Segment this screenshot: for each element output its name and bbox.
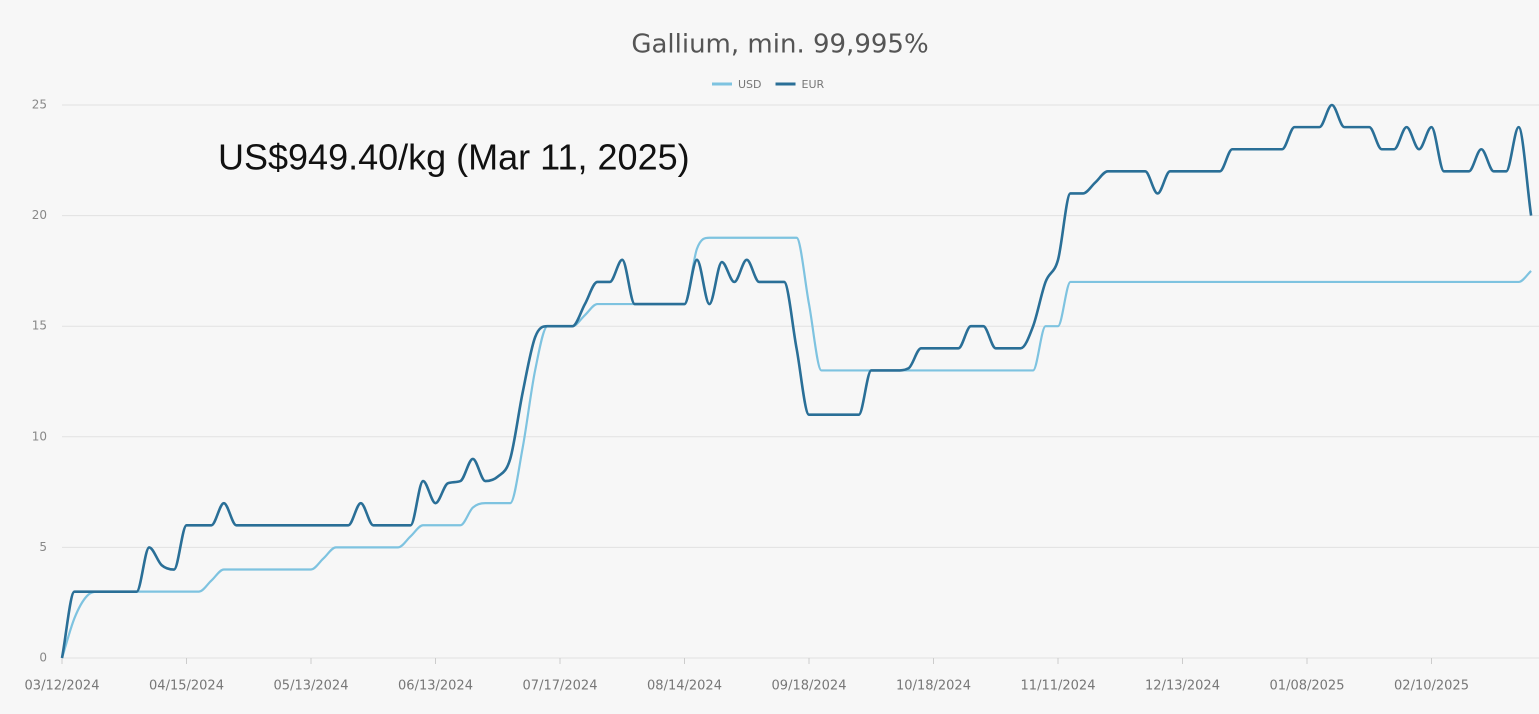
y-tick-label: 0 xyxy=(39,651,47,665)
x-tick-label: 03/12/2024 xyxy=(25,679,100,694)
x-tick-label: 10/18/2024 xyxy=(896,679,971,694)
line-usd xyxy=(60,236,1532,659)
x-tick-label: 09/18/2024 xyxy=(772,679,847,694)
y-tick-label: 15 xyxy=(32,319,47,333)
legend-label: USD xyxy=(738,78,762,91)
chart-title: Gallium, min. 99,995% xyxy=(631,30,928,60)
line-eur xyxy=(60,103,1533,659)
x-tick-label: 11/11/2024 xyxy=(1021,679,1096,694)
legend-label: EUR xyxy=(802,78,825,91)
y-tick-label: 5 xyxy=(39,540,47,554)
x-tick-label: 08/14/2024 xyxy=(647,679,722,694)
x-tick-label: 02/10/2025 xyxy=(1394,679,1469,694)
x-tick-label: 04/15/2024 xyxy=(149,679,224,694)
x-tick-label: 07/17/2024 xyxy=(523,679,598,694)
x-tick-label: 05/13/2024 xyxy=(274,679,349,694)
y-tick-label: 25 xyxy=(32,98,47,112)
annotation: US$949.40/kg (Mar 11, 2025) xyxy=(218,137,690,178)
y-tick-label: 20 xyxy=(32,208,47,222)
x-tick-label: 01/08/2025 xyxy=(1270,679,1345,694)
x-tick-label: 06/13/2024 xyxy=(398,679,473,694)
y-tick-label: 10 xyxy=(32,429,47,443)
x-tick-label: 12/13/2024 xyxy=(1145,679,1220,694)
